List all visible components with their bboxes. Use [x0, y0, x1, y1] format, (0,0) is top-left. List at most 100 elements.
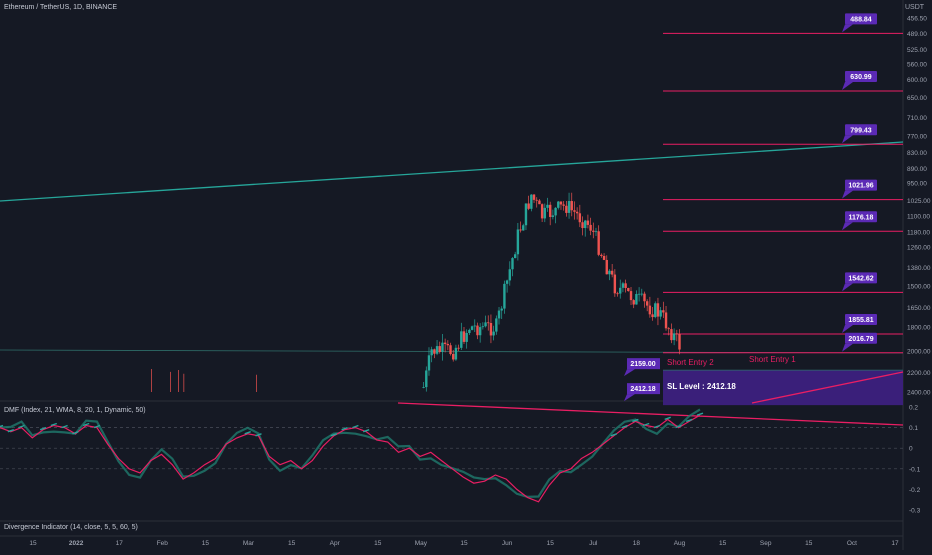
candle-body — [637, 293, 641, 295]
entry-tag-label: 2412.18 — [630, 386, 655, 393]
candle-body — [449, 345, 452, 354]
candle — [487, 315, 490, 331]
candle-body — [551, 215, 555, 217]
candle-body — [565, 205, 568, 213]
entry-tag-box — [627, 358, 660, 370]
candle — [619, 279, 622, 299]
candle-body — [443, 342, 447, 344]
level-tag-label: 1855.81 — [848, 317, 873, 324]
time-tick-label: 18 — [633, 540, 641, 547]
level-tag-box — [845, 13, 877, 25]
candle — [446, 340, 450, 351]
price-tick-label: 650.00 — [907, 95, 927, 102]
candle — [675, 329, 679, 342]
time-tick-label: 2022 — [69, 540, 84, 547]
candle-body — [592, 230, 595, 232]
time-tick-label: 15 — [460, 540, 468, 547]
time-tick-label: 17 — [116, 540, 124, 547]
candle — [648, 296, 652, 318]
level-tag-label: 1021.96 — [848, 183, 873, 190]
level-tag-label: 1176.18 — [849, 214, 874, 221]
candle-body — [422, 387, 425, 388]
price-tick-label: 1500.00 — [907, 284, 931, 291]
candle — [662, 301, 665, 318]
candle-body — [613, 274, 617, 294]
candle — [468, 328, 471, 335]
candle-body — [435, 346, 439, 354]
candle-body — [460, 331, 463, 348]
level-tag-box — [845, 70, 877, 82]
time-tick-label: Oct — [847, 540, 857, 547]
candle-body — [489, 322, 493, 336]
price-tick-label: 456.50 — [907, 16, 927, 23]
time-tick-label: 15 — [719, 540, 727, 547]
candle-body — [602, 255, 606, 260]
candle-body — [549, 204, 552, 217]
candle — [460, 322, 463, 351]
price-tick-label: 1800.00 — [907, 325, 931, 332]
candle — [441, 334, 444, 361]
candle-body — [454, 347, 458, 360]
candle — [613, 269, 617, 297]
price-tick-label: 830.00 — [907, 150, 927, 157]
candle — [565, 200, 568, 217]
candle — [651, 306, 654, 321]
candle-body — [487, 322, 490, 324]
sl-level-label: SL Level : 2412.18 — [667, 382, 736, 391]
candle — [522, 223, 525, 231]
candle-body — [500, 308, 503, 311]
candle — [562, 201, 565, 211]
candle-body — [446, 343, 450, 346]
candle — [559, 201, 563, 210]
level-tag-box — [845, 179, 877, 191]
candle — [508, 261, 511, 286]
candle — [672, 328, 676, 346]
time-tick-label: Sep — [760, 540, 772, 547]
candle-body — [503, 283, 506, 309]
candle-body — [538, 200, 541, 205]
candle-body — [559, 201, 563, 205]
candle — [605, 255, 608, 275]
time-tick-label: May — [415, 540, 428, 547]
candle-body — [640, 293, 643, 295]
divergence-indicator-label: Divergence Indicator (14, close, 5, 5, 6… — [4, 524, 138, 531]
dmf-positive-segments — [0, 412, 704, 437]
candle-body — [678, 333, 681, 350]
sl-zone-box — [663, 370, 903, 406]
level-tag-pointer — [842, 325, 853, 334]
candle-body — [667, 328, 670, 330]
candle — [551, 209, 555, 220]
candle-body — [516, 229, 520, 255]
candle-body — [675, 333, 679, 335]
candle-body — [511, 258, 514, 270]
time-tick-label: Apr — [330, 540, 341, 547]
level-tag-box — [845, 272, 877, 284]
candle-body — [473, 325, 476, 327]
price-tick-label: 525.00 — [907, 47, 927, 54]
candle — [476, 322, 479, 340]
entry-tag-pointer — [624, 394, 635, 402]
candle — [570, 192, 573, 217]
level-tag-pointer — [842, 343, 853, 352]
level-tag-box — [845, 314, 877, 326]
candle-body — [597, 231, 600, 255]
level-tag-pointer — [842, 135, 853, 144]
candle — [484, 315, 487, 328]
candle — [535, 197, 538, 208]
candle-body — [632, 300, 635, 305]
candle — [586, 214, 590, 229]
price-tick-label: 1100.00 — [907, 214, 930, 221]
candle-body — [427, 355, 431, 371]
candle-body — [651, 314, 654, 318]
price-tick-label: 2200.00 — [907, 370, 931, 377]
candle-body — [578, 213, 582, 223]
candle-body — [645, 301, 649, 306]
candle-body — [643, 293, 646, 302]
candle — [656, 297, 660, 326]
osc-tick-label: -0.1 — [909, 466, 921, 473]
candle-body — [594, 231, 598, 233]
candle — [422, 381, 425, 389]
candle-body — [430, 349, 433, 356]
candle-body — [497, 310, 501, 319]
candle — [465, 329, 468, 349]
